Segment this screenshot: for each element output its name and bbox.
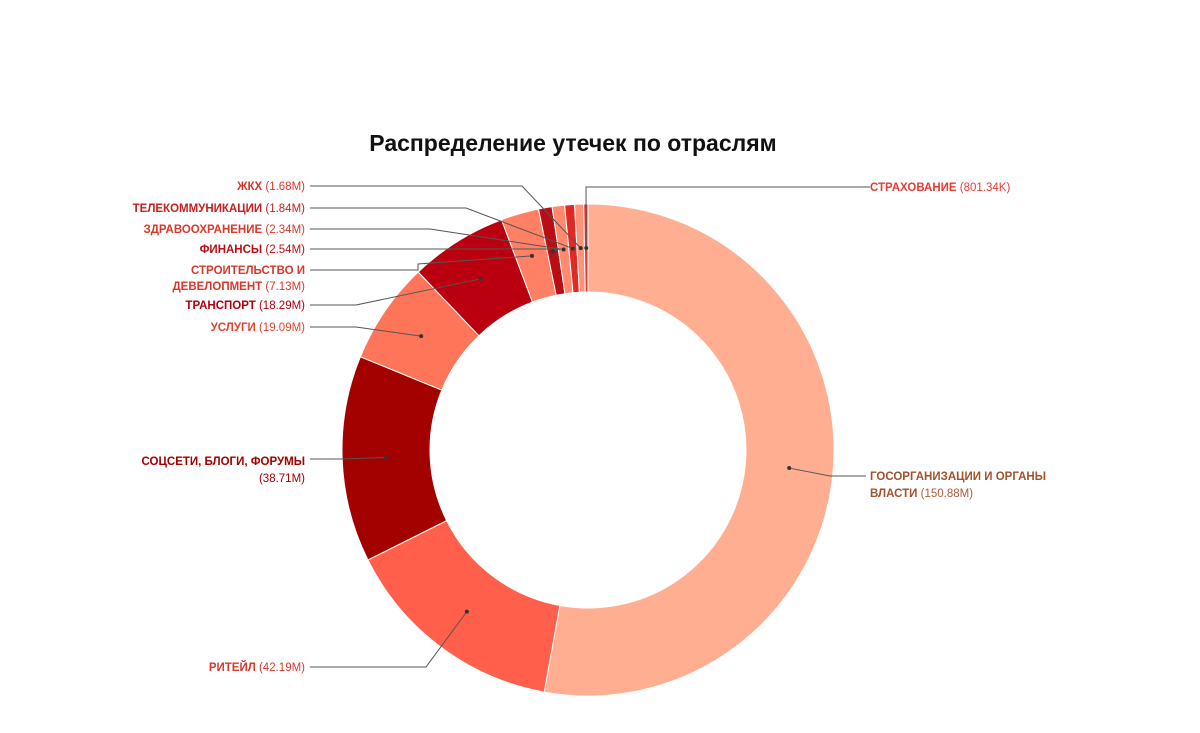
leader-госорганизации-и-органы-власти <box>789 467 866 477</box>
leader-dot-финансы <box>550 249 555 254</box>
leader-услуги <box>310 326 422 337</box>
label-финансы: ФИНАНСЫ (2.54M) <box>200 244 306 256</box>
label-госорганизации-и-органы-власти: ГОСОРГАНИЗАЦИИ И ОРГАНЫ <box>870 471 1046 483</box>
leader-dot-страхование <box>584 246 589 251</box>
slice-ритейл <box>367 519 561 693</box>
slice-labels: ГОСОРГАНИЗАЦИИ И ОРГАНЫ ВЛАСТИ (150.88M) Р… <box>133 181 1046 674</box>
label-строительство-и-девелопмент: СТРОИТЕЛЬСТВО И <box>191 265 305 277</box>
slice-госорганизации-и-органы-власти <box>543 203 835 697</box>
label-жкх: ЖКХ (1.68M) <box>236 181 305 193</box>
label-line2-госорганизации-и-органы-власти: ВЛАСТИ (150.88M) <box>870 488 973 500</box>
leader-dot-телекоммуникации <box>570 246 575 251</box>
chart-title: Распределение утечек по отраслям <box>369 130 776 156</box>
label-страхование: СТРАХОВАНИЕ (801.34K) <box>870 182 1010 194</box>
leader-строительство-и-девелопмент <box>310 255 533 271</box>
leader-dot-услуги <box>419 334 424 339</box>
leader-dot-строительство-и-девелопмент <box>529 253 534 258</box>
label-value-соцсети-блоги-форумы: (38.71M) <box>259 473 305 485</box>
donut-slices <box>341 203 835 697</box>
label-транспорт: ТРАНСПОРТ (18.29M) <box>185 300 305 312</box>
leader-dot-ритейл <box>464 609 469 614</box>
label-line2-строительство-и-девелопмент: ДЕВЕЛОПМЕНТ (7.13M) <box>172 281 305 293</box>
label-ритейл: РИТЕЙЛ (42.19M) <box>209 661 305 674</box>
leader-страхование <box>585 186 870 249</box>
leader-транспорт <box>310 278 481 306</box>
leader-dot-соцсети-блоги-форумы <box>384 455 389 460</box>
label-телекоммуникации: ТЕЛЕКОММУНИКАЦИИ (1.84M) <box>133 203 306 215</box>
leader-жкх <box>310 185 582 249</box>
label-здравоохранение: ЗДРАВООХРАНЕНИЕ (2.34M) <box>143 224 305 236</box>
leader-dot-транспорт <box>478 276 483 281</box>
leader-ритейл <box>310 611 468 668</box>
label-leaders <box>310 185 870 668</box>
leader-соцсети-блоги-форумы <box>310 457 387 460</box>
label-услуги: УСЛУГИ (19.09M) <box>211 322 306 334</box>
leader-здравоохранение <box>310 228 564 250</box>
leader-dot-госорганизации-и-органы-власти <box>787 466 792 471</box>
leader-dot-жкх <box>578 246 583 251</box>
leader-dot-здравоохранение <box>561 247 566 252</box>
label-соцсети-блоги-форумы: СОЦСЕТИ, БЛОГИ, ФОРУМЫ <box>142 456 305 468</box>
leader-телекоммуникации <box>310 207 574 250</box>
